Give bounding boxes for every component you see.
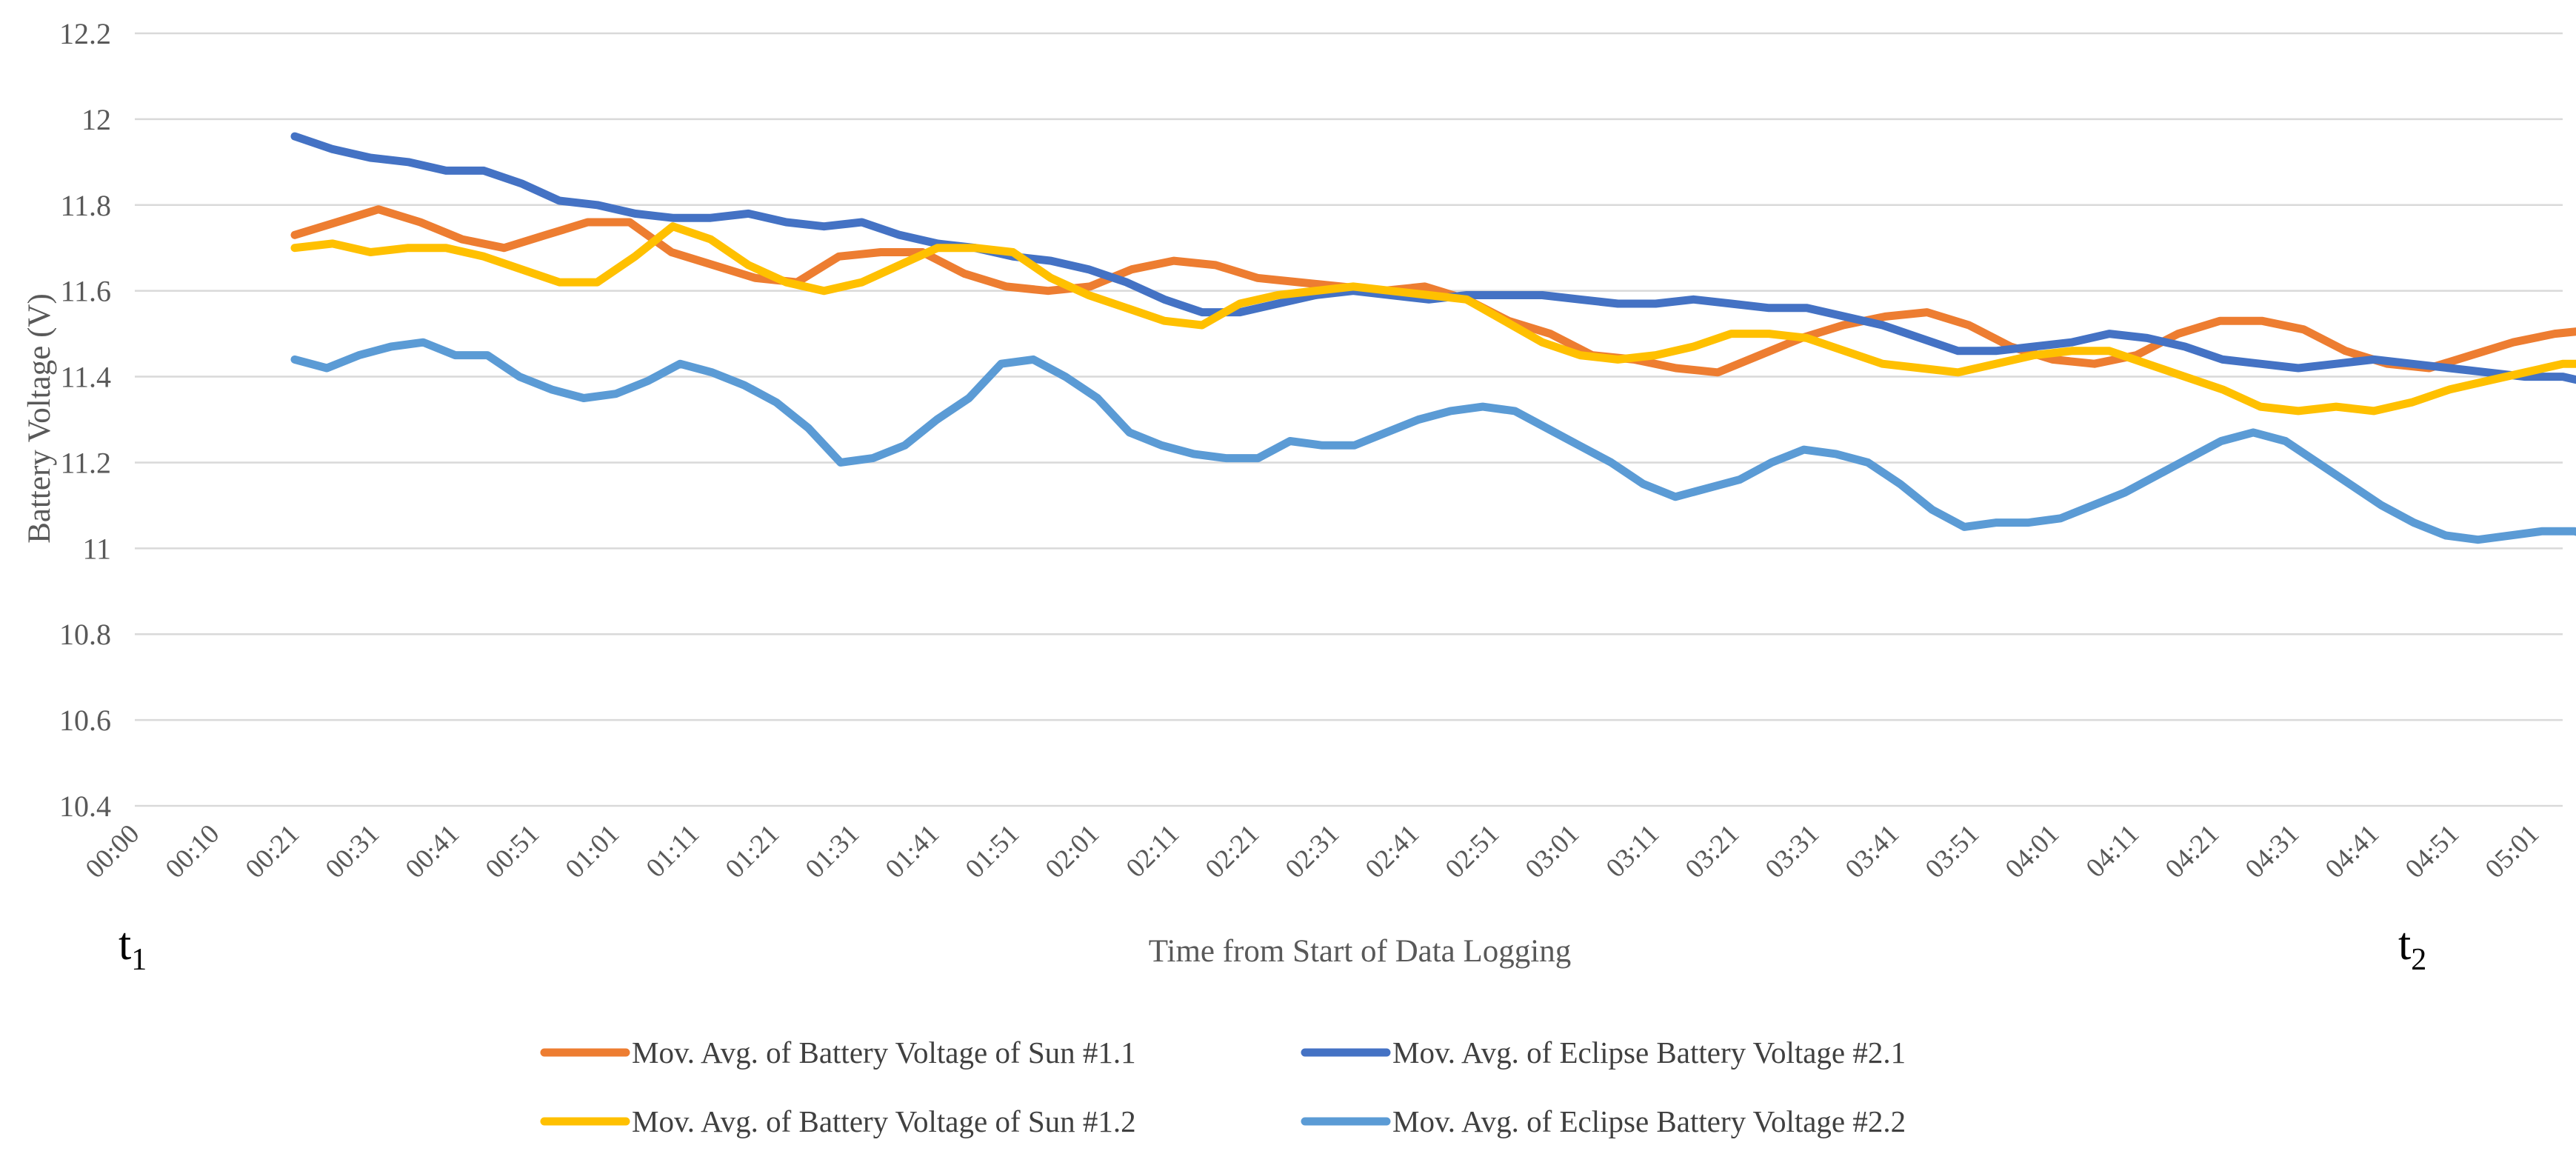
time-markers: t1 t2 <box>119 919 2426 977</box>
x-tick-label: 01:11 <box>641 818 706 884</box>
y-tick-label: 12.2 <box>59 17 111 50</box>
x-tick-label: 03:41 <box>1840 818 1906 884</box>
x-tick-label: 04:31 <box>2240 818 2306 884</box>
y-tick-label: 11.8 <box>60 189 111 222</box>
time-marker-subscript: 1 <box>131 943 147 977</box>
y-tick-label: 11.6 <box>60 275 111 308</box>
x-tick-label: 00:51 <box>480 818 546 884</box>
x-tick-label: 02:31 <box>1280 818 1346 884</box>
x-tick-label: 03:01 <box>1520 818 1586 884</box>
x-tick-label: 02:11 <box>1121 818 1186 884</box>
x-axis-title: Time from Start of Data Logging <box>1149 934 1572 969</box>
y-tick-label: 11.2 <box>60 446 111 479</box>
x-tick-label: 01:41 <box>880 818 946 884</box>
series-line-2 <box>290 132 2576 384</box>
x-tick-label: 01:51 <box>960 818 1026 884</box>
legend-label: Mov. Avg. of Eclipse Battery Voltage #2.… <box>1392 1035 1906 1070</box>
legend-label: Mov. Avg. of Eclipse Battery Voltage #2.… <box>1392 1104 1906 1138</box>
y-tick-label: 12 <box>81 103 111 136</box>
x-tick-label: 02:41 <box>1360 818 1426 884</box>
time-marker-subscript: 2 <box>2411 943 2426 977</box>
x-tick-label: 04:51 <box>2400 818 2466 884</box>
time-marker-base: t <box>119 919 131 970</box>
x-tick-label: 04:01 <box>2000 818 2066 884</box>
legend-item-2: Mov. Avg. of Eclipse Battery Voltage #2.… <box>1301 1035 1906 1070</box>
x-tick-label: 00:41 <box>400 818 466 884</box>
x-tick-label: 01:21 <box>720 818 786 884</box>
x-tick-label: 02:51 <box>1440 818 1506 884</box>
x-tick-label: 04:11 <box>2081 818 2146 884</box>
legend-item-4: Mov. Avg. of Eclipse Battery Voltage #2.… <box>1301 1104 1906 1138</box>
x-tick-label: 00:00 <box>80 818 146 884</box>
y-axis-title: Battery Voltage (V) <box>22 293 57 544</box>
x-tick-label: 03:11 <box>1601 818 1666 884</box>
y-tick-label: 10.8 <box>59 618 111 651</box>
y-tick-label: 10.4 <box>59 790 111 823</box>
x-tick-label: 03:21 <box>1680 818 1746 884</box>
series-line-3 <box>290 222 2576 416</box>
x-tick-label: 03:31 <box>1760 818 1826 884</box>
legend-item-1: Mov. Avg. of Battery Voltage of Sun #1.1 <box>540 1035 1136 1070</box>
series-lines <box>290 132 2576 544</box>
legend-item-3: Mov. Avg. of Battery Voltage of Sun #1.2 <box>540 1104 1136 1138</box>
x-tick-label: 04:21 <box>2160 818 2226 884</box>
x-tick-label: 03:51 <box>1920 818 1986 884</box>
x-tick-label: 00:21 <box>240 818 306 884</box>
legend-label: Mov. Avg. of Battery Voltage of Sun #1.2 <box>632 1104 1136 1138</box>
x-tick-label: 01:31 <box>800 818 866 884</box>
x-tick-label: 00:10 <box>160 818 226 884</box>
x-axis-ticks: 00:00 00:10 00:21 00:31 00:41 00:51 01:01 01:11… <box>80 818 2546 884</box>
y-tick-label: 10.6 <box>59 704 111 737</box>
time-marker-t1: t1 <box>119 919 147 977</box>
x-tick-label: 01:01 <box>560 818 626 884</box>
x-tick-label: 02:01 <box>1040 818 1106 884</box>
y-tick-label: 11.4 <box>60 361 111 394</box>
legend: Mov. Avg. of Battery Voltage of Sun #1.1… <box>540 1035 1906 1138</box>
time-marker-t2: t2 <box>2398 919 2426 977</box>
x-tick-label: 02:21 <box>1200 818 1266 884</box>
series-line-4 <box>290 338 2576 544</box>
legend-label: Mov. Avg. of Battery Voltage of Sun #1.1 <box>632 1035 1136 1070</box>
x-tick-label: 00:31 <box>320 818 386 884</box>
y-axis-ticks: 10.4 10.6 10.8 11 11.2 11.4 11.6 11.8 12 12.2 <box>59 17 111 823</box>
time-marker-base: t <box>2398 919 2411 970</box>
x-tick-label: 04:41 <box>2320 818 2386 884</box>
gridlines <box>135 32 2563 807</box>
y-tick-label: 11 <box>82 532 111 565</box>
x-tick-label: 05:01 <box>2480 818 2546 884</box>
